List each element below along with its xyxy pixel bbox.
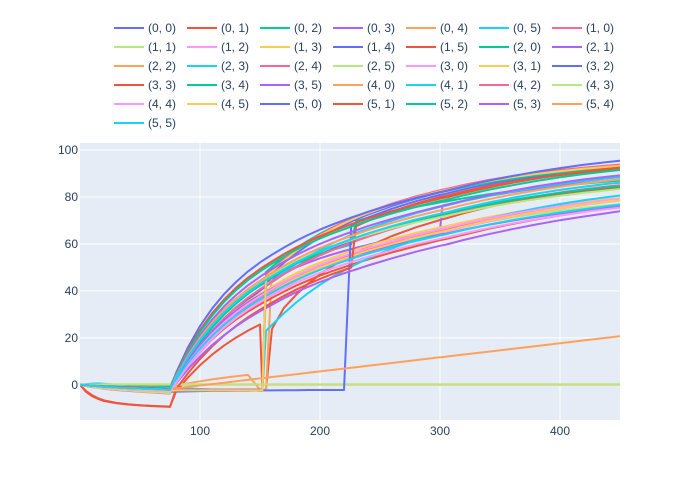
legend-label: (3, 5) — [294, 78, 322, 92]
x-tick-label: 400 — [550, 424, 570, 438]
series-line-17[interactable] — [80, 383, 620, 386]
legend-item[interactable]: (5, 0) — [260, 97, 322, 111]
legend-label: (5, 1) — [367, 97, 395, 111]
legend-item[interactable]: (2, 3) — [187, 59, 249, 73]
legend-label: (3, 3) — [148, 78, 176, 92]
legend-label: (4, 5) — [221, 97, 249, 111]
legend-label: (2, 0) — [513, 40, 541, 54]
legend-item[interactable]: (3, 5) — [260, 78, 322, 92]
legend-label: (0, 5) — [513, 21, 541, 35]
legend-label: (4, 2) — [513, 78, 541, 92]
legend-item[interactable]: (2, 5) — [333, 59, 395, 73]
legend-label: (3, 4) — [221, 78, 249, 92]
legend-item[interactable]: (1, 2) — [187, 40, 249, 54]
series-line-35[interactable] — [80, 181, 620, 391]
y-tick-label: 60 — [65, 237, 79, 251]
legend-label: (3, 1) — [513, 59, 541, 73]
legend-item[interactable]: (3, 1) — [479, 59, 541, 73]
series-line-21[interactable] — [80, 168, 620, 408]
legend-label: (1, 0) — [586, 21, 614, 35]
legend-label: (3, 0) — [440, 59, 468, 73]
y-tick-label: 0 — [71, 378, 78, 392]
legend-item[interactable]: (3, 3) — [114, 78, 176, 92]
legend-item[interactable]: (2, 4) — [260, 59, 322, 73]
legend-item[interactable]: (3, 2) — [552, 59, 614, 73]
x-axis-tick-labels: 100 200 300 400 — [190, 424, 570, 438]
legend[interactable]: (0, 0) (0, 1) (0, 2) (0, 3) (0, 4) (0, 5) (1, … — [114, 21, 614, 130]
legend-label: (1, 4) — [367, 40, 395, 54]
legend-item[interactable]: (4, 4) — [114, 97, 176, 111]
legend-label: (2, 4) — [294, 59, 322, 73]
legend-item[interactable]: (5, 2) — [406, 97, 468, 111]
legend-item[interactable]: (0, 1) — [187, 21, 249, 35]
y-axis-tick-labels: 0 20 40 60 80 100 — [58, 143, 78, 392]
legend-label: (0, 4) — [440, 21, 468, 35]
x-tick-label: 200 — [310, 424, 330, 438]
y-tick-label: 40 — [65, 284, 79, 298]
y-tick-label: 80 — [65, 190, 79, 204]
legend-item[interactable]: (5, 3) — [479, 97, 541, 111]
legend-label: (1, 3) — [294, 40, 322, 54]
legend-label: (5, 3) — [513, 97, 541, 111]
legend-label: (2, 1) — [586, 40, 614, 54]
legend-item[interactable]: (4, 3) — [552, 78, 614, 92]
legend-item[interactable]: (4, 0) — [333, 78, 395, 92]
legend-item[interactable]: (1, 5) — [406, 40, 468, 54]
legend-label: (5, 0) — [294, 97, 322, 111]
legend-label: (0, 3) — [367, 21, 395, 35]
legend-item[interactable]: (0, 4) — [406, 21, 468, 35]
legend-label: (5, 2) — [440, 97, 468, 111]
legend-item[interactable]: (4, 5) — [187, 97, 249, 111]
legend-item[interactable]: (5, 4) — [552, 97, 614, 111]
series-line-27[interactable] — [80, 188, 620, 394]
legend-label: (4, 1) — [440, 78, 468, 92]
y-tick-label: 100 — [58, 143, 78, 157]
legend-label: (2, 5) — [367, 59, 395, 73]
legend-item[interactable]: (0, 0) — [114, 21, 176, 35]
legend-item[interactable]: (4, 2) — [479, 78, 541, 92]
legend-label: (4, 0) — [367, 78, 395, 92]
legend-item[interactable]: (5, 1) — [333, 97, 395, 111]
legend-item[interactable]: (2, 1) — [552, 40, 614, 54]
legend-item[interactable]: (1, 1) — [114, 40, 176, 54]
legend-item[interactable]: (0, 3) — [333, 21, 395, 35]
legend-item[interactable]: (2, 2) — [114, 59, 176, 73]
legend-label: (2, 3) — [221, 59, 249, 73]
series-lines — [80, 159, 620, 408]
plot-background — [80, 143, 620, 420]
legend-label: (1, 1) — [148, 40, 176, 54]
legend-label: (1, 5) — [440, 40, 468, 54]
legend-label: (0, 0) — [148, 21, 176, 35]
legend-item[interactable]: (5, 5) — [114, 116, 176, 130]
legend-label: (1, 2) — [221, 40, 249, 54]
legend-item[interactable]: (4, 1) — [406, 78, 468, 92]
legend-label: (3, 2) — [586, 59, 614, 73]
legend-label: (4, 4) — [148, 97, 176, 111]
legend-item[interactable]: (1, 4) — [333, 40, 395, 54]
legend-item[interactable]: (3, 4) — [187, 78, 249, 92]
legend-label: (5, 4) — [586, 97, 614, 111]
legend-label: (0, 2) — [294, 21, 322, 35]
legend-label: (2, 2) — [148, 59, 176, 73]
legend-item[interactable]: (0, 5) — [479, 21, 541, 35]
legend-label: (0, 1) — [221, 21, 249, 35]
y-tick-label: 20 — [65, 331, 79, 345]
legend-label: (4, 3) — [586, 78, 614, 92]
legend-item[interactable]: (1, 0) — [552, 21, 614, 35]
legend-item[interactable]: (2, 0) — [479, 40, 541, 54]
legend-item[interactable]: (1, 3) — [260, 40, 322, 54]
legend-label: (5, 5) — [148, 116, 176, 130]
legend-item[interactable]: (3, 0) — [406, 59, 468, 73]
x-tick-label: 300 — [430, 424, 450, 438]
x-tick-label: 100 — [190, 424, 210, 438]
legend-item[interactable]: (0, 2) — [260, 21, 322, 35]
